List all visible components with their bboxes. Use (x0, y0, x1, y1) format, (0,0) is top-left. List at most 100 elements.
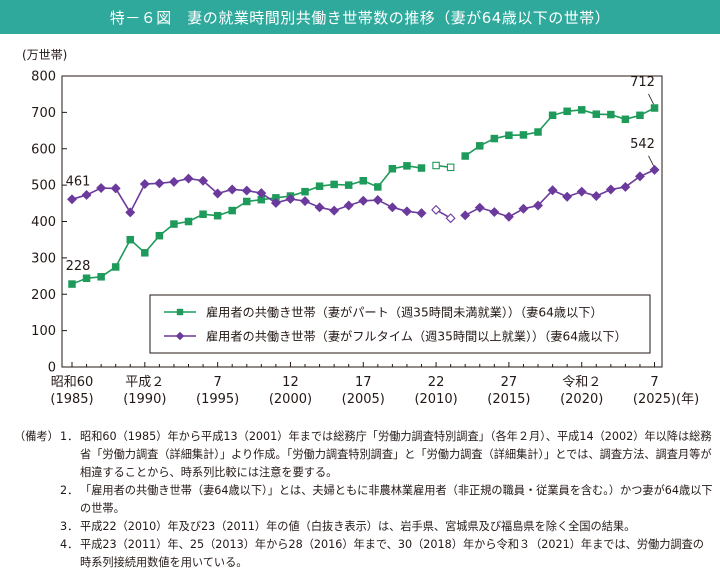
data-point-diamond (372, 195, 383, 206)
note-number: 3． (60, 520, 79, 533)
data-label: 461 (66, 174, 91, 189)
data-point-diamond (154, 178, 165, 189)
data-point-diamond (401, 206, 412, 217)
note-number: 4． (60, 538, 79, 551)
data-point-diamond (591, 191, 602, 202)
note-item: 4． 平成23（2011）年、25（2013）年から28（2016）年まで、30… (14, 536, 714, 572)
note-text: 昭和60（1985）年から平成13（2001）年までは総務庁「労働力調査特別調査… (80, 430, 712, 479)
data-point-square (490, 134, 499, 143)
data-point-diamond (605, 184, 616, 195)
data-label: 712 (630, 75, 655, 90)
data-point-diamond (183, 173, 194, 184)
data-point-diamond (270, 197, 281, 208)
note-text: 平成23（2011）年、25（2013）年から28（2016）年まで、30（20… (80, 538, 704, 569)
y-tick-label: 300 (31, 251, 56, 266)
note-item: 2． 「雇用者の共働き世帯（妻64歳以下）」とは、夫婦ともに非農林業雇用者（非正… (14, 482, 714, 518)
data-label: 542 (630, 137, 655, 152)
data-point-square (563, 107, 571, 116)
x-tick-label-western: (1985) (50, 392, 93, 407)
figure-title: 特－６図 妻の就業時間別共働き世帯数の推移（妻が64歳以下の世帯） (0, 0, 720, 34)
y-tick-label: 500 (31, 179, 56, 194)
data-point-diamond (343, 200, 354, 211)
data-point-square (534, 128, 542, 136)
y-tick-label: 700 (31, 106, 56, 121)
notes-head: （備考） (14, 430, 59, 443)
data-point-square (344, 181, 353, 189)
data-point-square (374, 183, 382, 191)
x-unit-label: (年) (676, 392, 699, 407)
legend-marker-diamond (175, 331, 185, 341)
data-point-diamond (416, 208, 427, 219)
data-point-diamond (227, 184, 238, 195)
data-point-square (650, 104, 659, 112)
data-point-diamond (67, 194, 77, 205)
legend-label: 雇用者の共働き世帯（妻がパート（週35時間未満就業））（妻64歳以下） (206, 305, 603, 320)
data-point-square (519, 131, 528, 139)
data-point-square (359, 177, 368, 185)
x-tick-label-western: (2000) (269, 392, 312, 407)
data-point-square (141, 249, 149, 257)
data-point-square (68, 280, 76, 288)
data-point-diamond (110, 183, 121, 194)
data-point-diamond (125, 207, 136, 218)
data-point-square (184, 217, 193, 226)
data-point-square (170, 220, 178, 228)
data-point-square (388, 165, 397, 173)
data-point-square (155, 231, 164, 240)
data-point-square (228, 206, 236, 215)
x-tick-label: 令和２ (562, 375, 601, 390)
data-point-diamond (387, 202, 398, 213)
data-point-diamond (431, 204, 442, 215)
data-point-square (636, 111, 644, 120)
data-point-diamond (96, 183, 107, 194)
x-tick-label-western: (2010) (414, 392, 457, 407)
data-point-square (417, 164, 426, 172)
data-point-diamond (241, 185, 252, 196)
x-tick-label: 27 (501, 375, 518, 390)
data-point-diamond (285, 193, 296, 204)
y-tick-label: 600 (31, 142, 56, 157)
data-point-square (315, 182, 324, 190)
x-tick-label: 7 (650, 375, 658, 390)
data-point-square (301, 187, 309, 196)
x-tick-label: 昭和60 (51, 375, 94, 390)
legend-box (149, 294, 651, 354)
y-tick-label: 100 (31, 324, 56, 339)
data-point-diamond (168, 176, 179, 187)
legend-marker-square (176, 308, 184, 316)
note-number: 2． (60, 484, 79, 497)
data-point-square (82, 274, 91, 282)
data-point-diamond (649, 164, 660, 175)
data-point-square (97, 273, 105, 281)
data-point-square (505, 131, 513, 140)
series-line-1 (464, 107, 655, 157)
data-point-square (577, 106, 586, 114)
data-point-diamond (562, 191, 573, 202)
series-line-1 (71, 165, 422, 285)
data-point-diamond (81, 189, 92, 200)
data-point-square (607, 110, 615, 119)
note-text: 平成22（2010）年及び23（2011）年の値（白抜き表示）は、岩手県、宮城県… (80, 520, 636, 533)
y-tick-label: 400 (31, 215, 56, 230)
data-point-square (199, 210, 207, 218)
data-point-square (403, 162, 411, 170)
data-point-square (592, 110, 601, 118)
data-point-square (330, 180, 338, 189)
data-point-diamond (358, 195, 369, 206)
data-point-square (126, 235, 135, 244)
x-tick-label-western: (2020) (560, 392, 603, 407)
data-point-square (621, 115, 630, 124)
data-label: 228 (66, 259, 91, 274)
data-label-leader (648, 93, 654, 105)
line-chart: (万世帯) 0 100 200 300 400 500 600 700 800 昭和60 (1985)… (22, 48, 699, 407)
data-point-diamond (445, 213, 456, 224)
x-tick-label: 22 (428, 375, 445, 390)
data-point-square (461, 152, 469, 160)
x-tick-label: 平成２ (125, 375, 164, 390)
x-tick-label-western: (2005) (342, 392, 385, 407)
data-point-square (476, 142, 484, 150)
data-point-square (548, 111, 557, 120)
data-point-diamond (198, 175, 209, 186)
note-number: 1． (60, 430, 79, 443)
x-tick-label-western: (2025) (633, 392, 676, 407)
